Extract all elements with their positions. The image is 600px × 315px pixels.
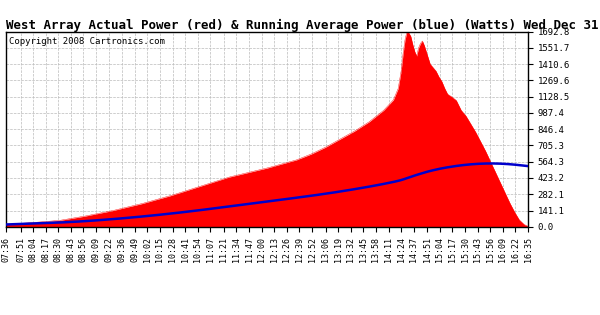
Text: West Array Actual Power (red) & Running Average Power (blue) (Watts) Wed Dec 31 : West Array Actual Power (red) & Running … [6,18,600,32]
Text: Copyright 2008 Cartronics.com: Copyright 2008 Cartronics.com [8,37,164,46]
